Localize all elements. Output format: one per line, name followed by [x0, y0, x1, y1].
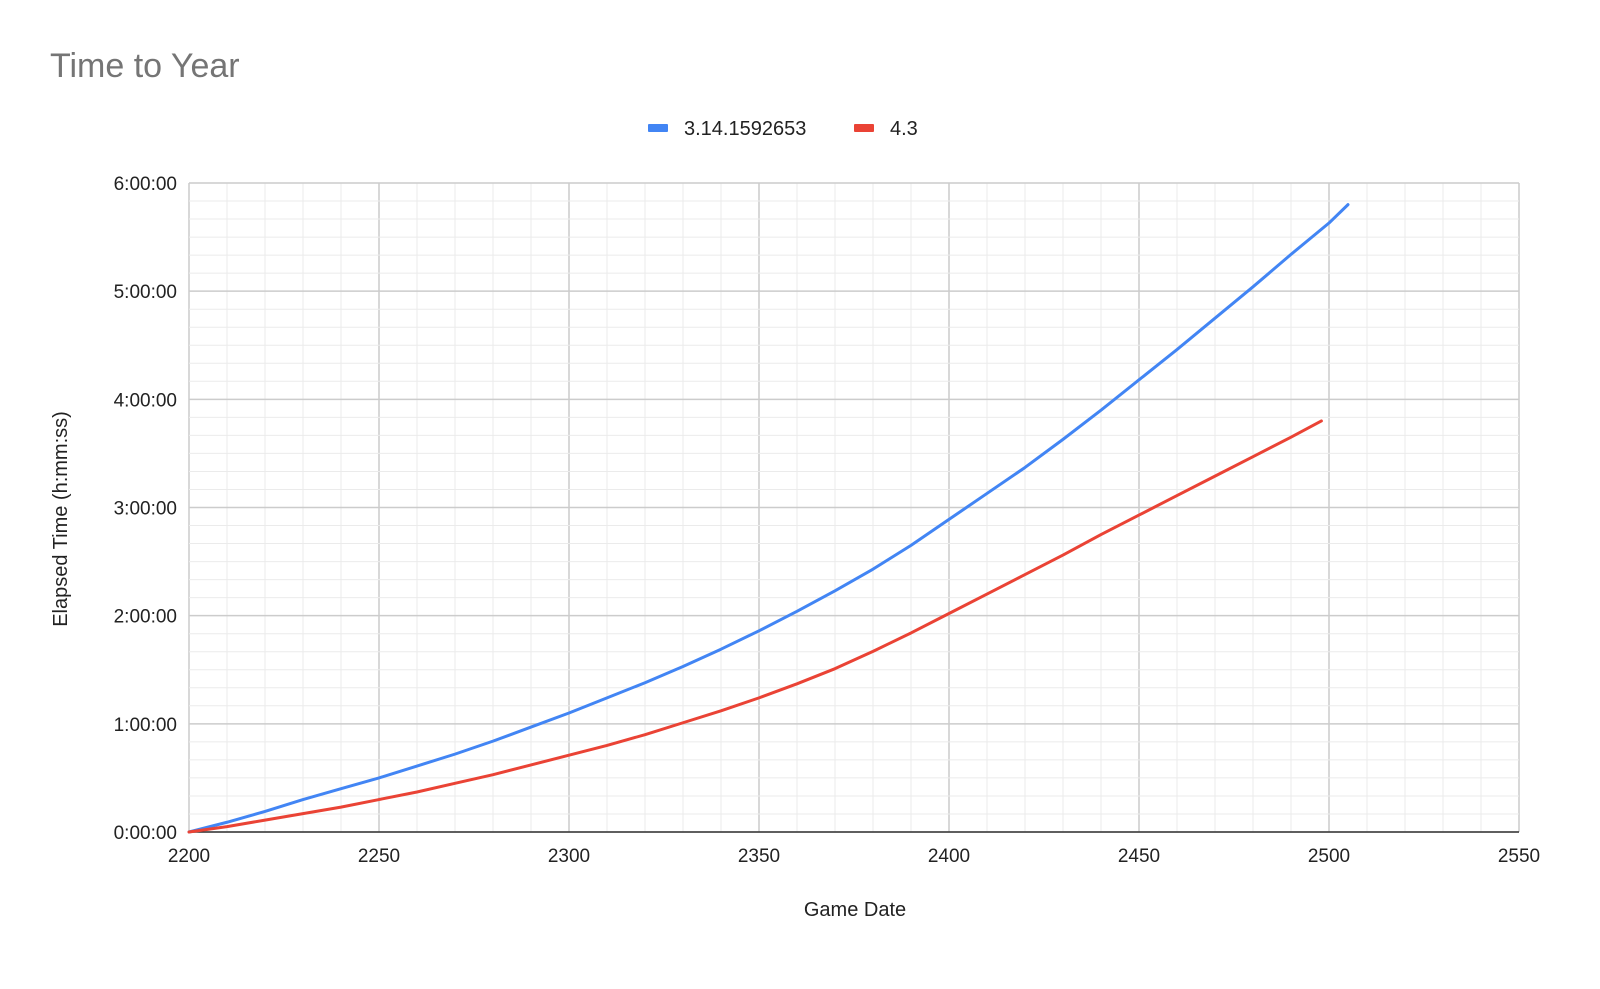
x-tick-label: 2300 [548, 846, 590, 867]
axes: 2200 2250 2300 2350 2400 2450 2500 2550 0:00:00 1… [114, 174, 1541, 867]
y-tick-label: 1:00:00 [114, 715, 177, 736]
x-tick-label: 2250 [358, 846, 400, 867]
y-axis-title: Elapsed Time (h:mm:ss) [50, 411, 72, 627]
x-tick-label: 2350 [738, 846, 780, 867]
legend-item-series-1[interactable]: 3.14.1592653 [648, 118, 806, 140]
series-line-2 [187, 419, 1323, 834]
y-tick-label: 2:00:00 [114, 607, 177, 628]
legend-swatch-series-2 [854, 124, 874, 132]
y-tick-label: 6:00:00 [114, 174, 177, 195]
x-tick-label: 2500 [1308, 846, 1350, 867]
legend-label-series-2: 4.3 [890, 118, 918, 140]
grid [188, 182, 1520, 833]
legend-item-series-2[interactable]: 4.3 [854, 118, 918, 140]
chart-title: Time to Year [50, 47, 240, 85]
legend[interactable]: 3.14.1592653 4.3 [648, 118, 918, 140]
x-tick-label: 2200 [168, 846, 210, 867]
legend-swatch-series-1 [648, 124, 668, 132]
x-tick-label: 2450 [1118, 846, 1160, 867]
series-line-1 [187, 203, 1350, 834]
x-tick-label: 2400 [928, 846, 970, 867]
series-lines [187, 203, 1350, 834]
x-tick-label: 2550 [1498, 846, 1540, 867]
x-axis-title: Game Date [804, 899, 906, 921]
legend-label-series-1: 3.14.1592653 [684, 118, 806, 140]
y-tick-label: 5:00:00 [114, 282, 177, 303]
y-tick-label: 4:00:00 [114, 390, 177, 411]
y-tick-label: 0:00:00 [114, 823, 177, 844]
y-tick-label: 3:00:00 [114, 499, 177, 520]
